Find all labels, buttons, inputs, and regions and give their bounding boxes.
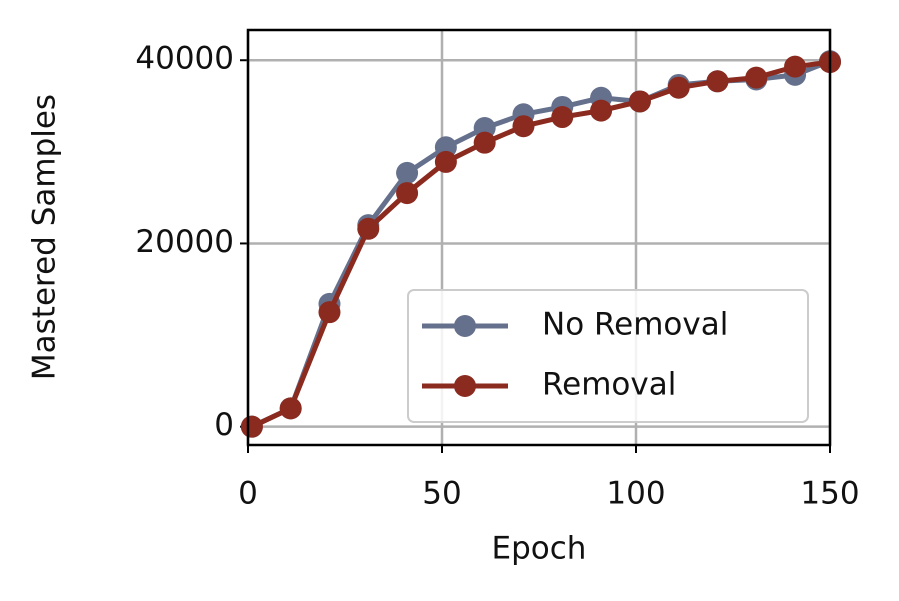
data-point	[473, 131, 496, 154]
x-tick-label: 100	[606, 476, 665, 512]
series-line	[250, 59, 831, 429]
data-point	[396, 182, 419, 205]
legend-label: Removal	[542, 367, 676, 403]
legend-box	[407, 289, 809, 423]
data-point	[434, 150, 457, 173]
legend-label: No Removal	[542, 307, 728, 343]
data-point	[706, 70, 729, 93]
y-tick-label: 40000	[135, 41, 234, 77]
y-tick-label: 20000	[135, 224, 234, 260]
y-tick-label: 0	[214, 407, 234, 443]
data-point	[512, 115, 535, 138]
x-axis-label: Epoch	[492, 531, 587, 567]
data-point	[745, 66, 768, 89]
data-point	[357, 217, 380, 240]
data-point	[784, 55, 807, 78]
x-tick-label: 0	[238, 476, 258, 512]
y-axis-label: Mastered Samples	[27, 94, 63, 380]
data-point	[240, 415, 263, 438]
x-tick-label: 150	[800, 476, 859, 512]
plot-frame	[246, 28, 832, 447]
legend-marker	[454, 315, 476, 337]
data-point	[590, 99, 613, 122]
legend-marker	[454, 375, 476, 397]
data-point	[396, 161, 419, 184]
data-point	[318, 301, 341, 324]
data-point	[667, 76, 690, 99]
data-point	[628, 90, 651, 113]
legend: No Removal Removal	[407, 289, 809, 423]
x-tick-label: 50	[422, 476, 461, 512]
data-point	[279, 397, 302, 420]
data-point	[551, 106, 574, 129]
